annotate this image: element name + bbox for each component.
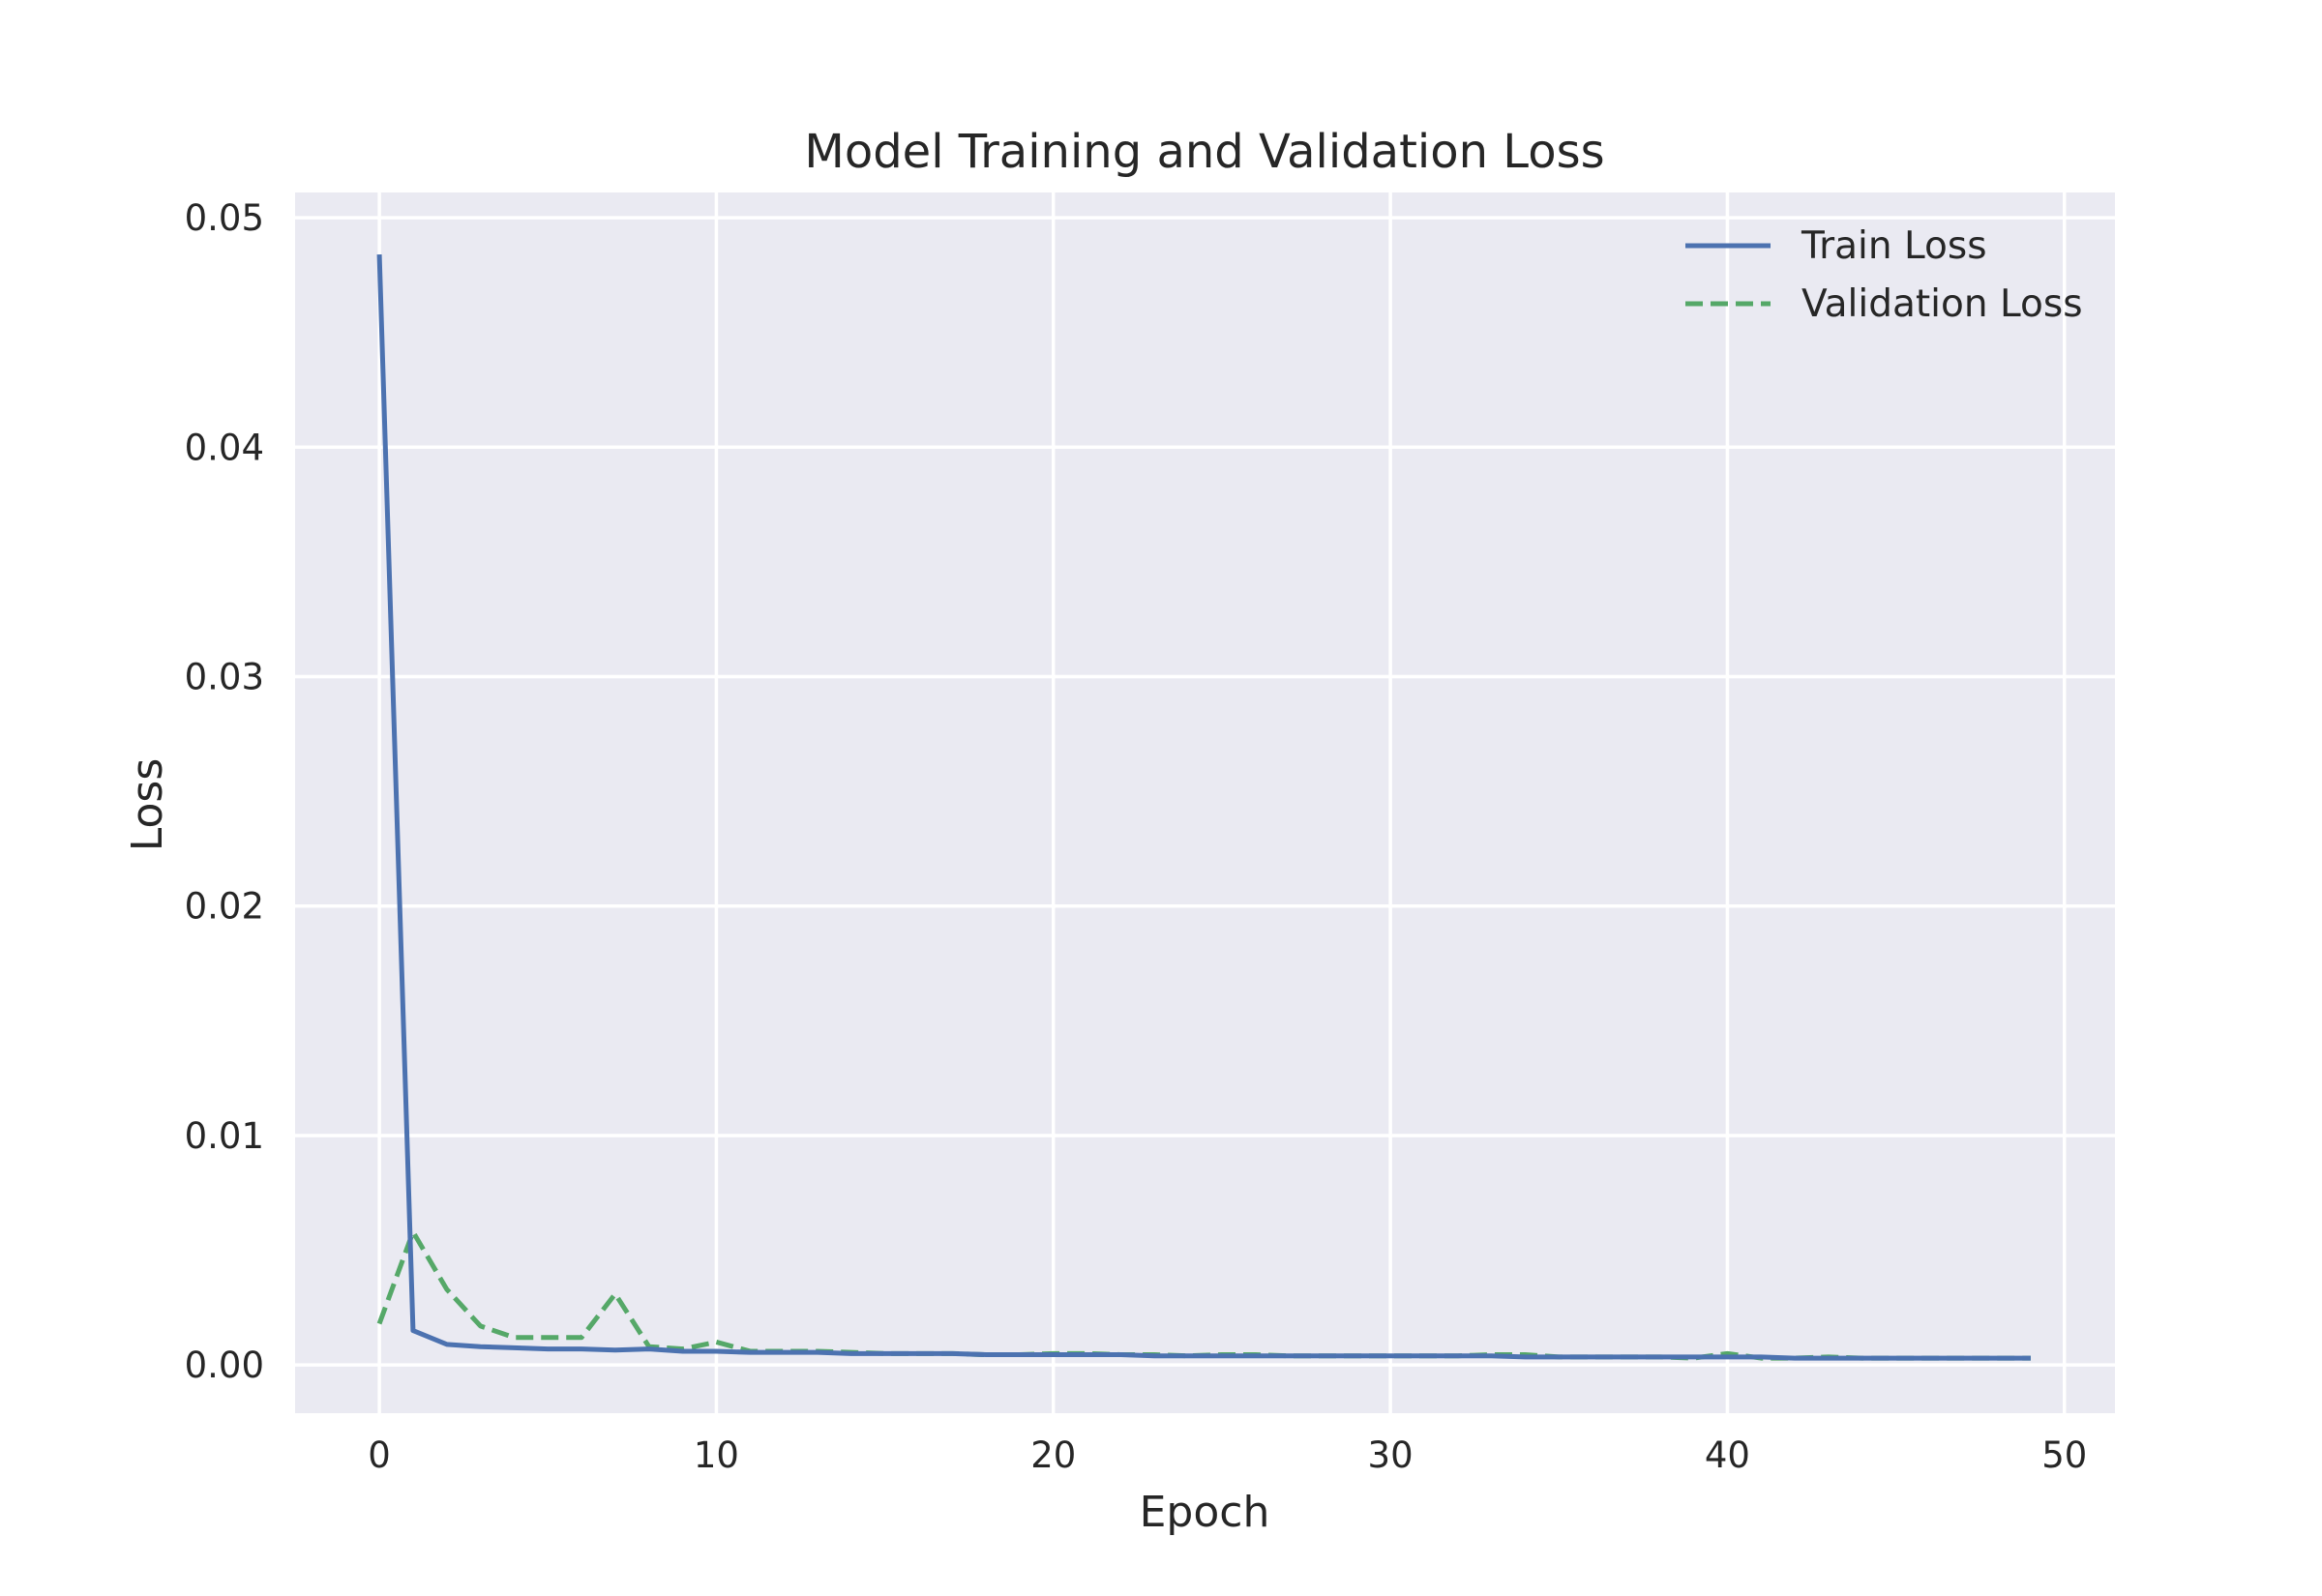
train-loss-line (376, 253, 2031, 1361)
y-tick-label: 0.01 (185, 1115, 264, 1157)
legend-train-label: Train Loss (1801, 224, 1987, 268)
x-tick-label: 50 (2041, 1434, 2087, 1476)
y-tick-label: 0.02 (185, 886, 264, 928)
x-tick-label: 20 (1030, 1434, 1076, 1476)
y-tick-label: 0.03 (185, 657, 264, 698)
x-tick-label: 10 (694, 1434, 739, 1476)
plot-background (295, 192, 2115, 1413)
y-tick-label: 0.05 (185, 197, 264, 239)
series-layer (376, 253, 2031, 1361)
x-tick-label: 40 (1705, 1434, 1750, 1476)
chart-title: Model Training and Validation Loss (804, 125, 1604, 179)
x-tick-label: 30 (1368, 1434, 1414, 1476)
x-axis-label: Epoch (1140, 1488, 1270, 1537)
y-tick-label: 0.04 (185, 427, 264, 468)
grid (295, 192, 2115, 1413)
y-tick-label: 0.00 (185, 1345, 264, 1386)
y-axis-label: Loss (123, 758, 172, 852)
tick-labels: 0 10 20 30 40 50 0.00 0.01 0.02 0.03 0.04 0.05 (185, 197, 2088, 1476)
x-tick-label: 0 (368, 1434, 391, 1476)
legend-validation-label: Validation Loss (1801, 282, 2083, 326)
legend: Train Loss Validation Loss (1685, 224, 2083, 326)
